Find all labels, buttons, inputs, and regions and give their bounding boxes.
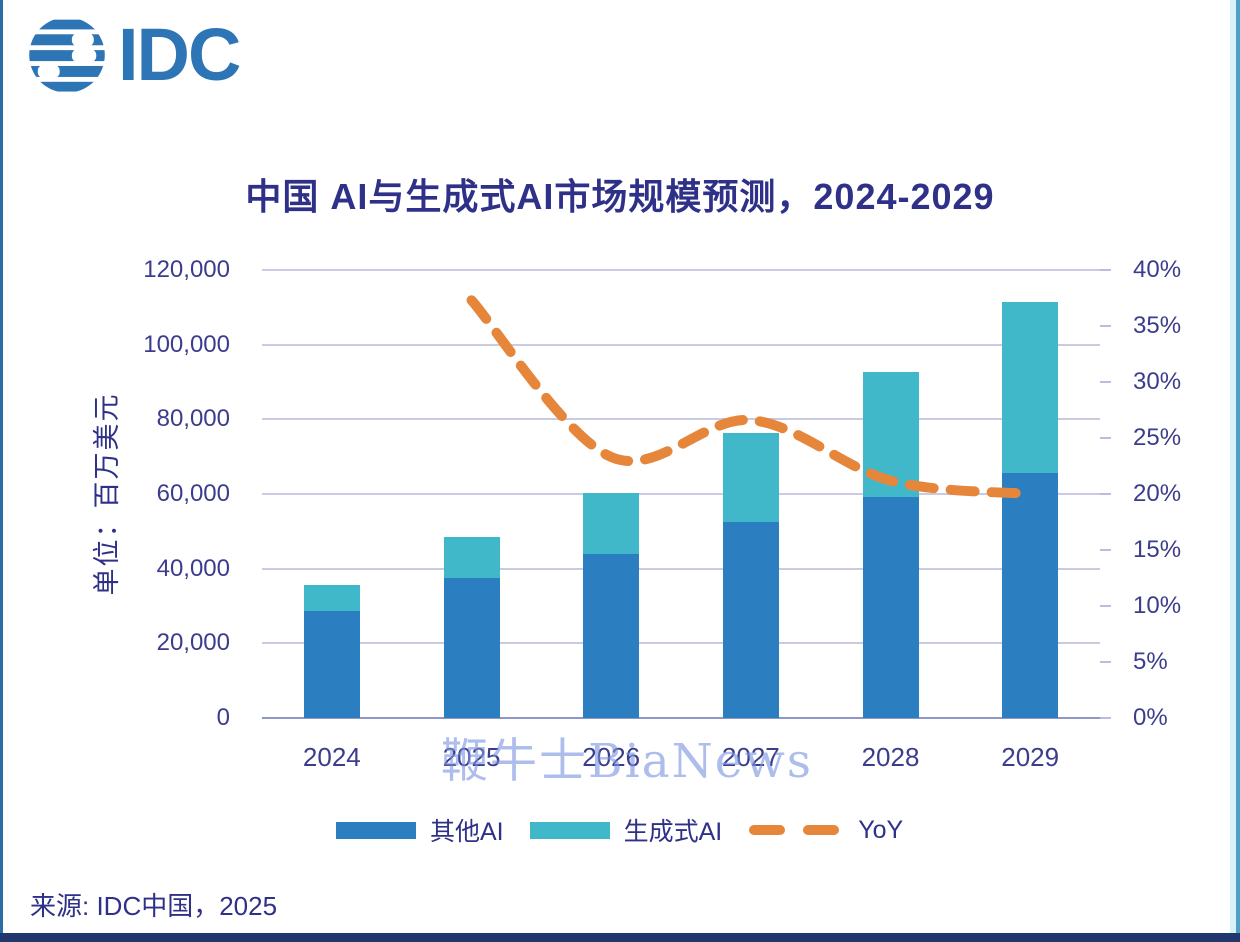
x-axis-label: 2029 (1001, 742, 1060, 772)
gridline (262, 642, 1100, 645)
x-axis-label: 2026 (582, 742, 641, 772)
idc-logo-text: IDC (118, 13, 241, 96)
x-axis-label: 2028 (861, 742, 920, 772)
right-axis-tick-label: 15% (1133, 536, 1182, 563)
right-axis-tick (1100, 325, 1111, 327)
bar-segment-other-ai (303, 611, 360, 718)
bar-segment-gen-ai (722, 433, 779, 522)
right-axis-tick (1100, 437, 1111, 439)
right-axis-tick-label: 10% (1133, 592, 1182, 619)
idc-logo: IDC (28, 13, 241, 96)
chart-title: 中国 AI与生成式AI市场规模预测，2024-2029 (245, 176, 995, 217)
bar-segment-gen-ai (862, 372, 919, 497)
bar-segment-gen-ai (583, 492, 640, 554)
right-axis-tick (1100, 717, 1111, 719)
bar-segment-other-ai (443, 578, 500, 718)
y-axis-tick-label: 120,000 (143, 256, 230, 283)
watermark: 鞭牛士BiaNews (441, 734, 813, 789)
legend-item-gen-ai: 生成式AI (529, 812, 723, 848)
bar-segment-other-ai (583, 553, 640, 718)
bar-segment-other-ai (722, 522, 779, 718)
bottom-border-bar (0, 933, 1240, 942)
right-axis-tick (1100, 605, 1111, 607)
x-axis-label: 2025 (442, 742, 501, 772)
gridline (262, 418, 1100, 421)
bar-segment-gen-ai (443, 536, 500, 579)
y-axis-tick-label: 80,000 (156, 405, 230, 433)
legend: 其他AI 生成式AI YoY (336, 812, 903, 848)
right-axis-tick (1100, 661, 1111, 663)
gridline (262, 717, 1100, 719)
x-axis-label: 2024 (302, 742, 361, 772)
gridline (262, 493, 1100, 495)
legend-swatch-gen-ai (529, 821, 610, 839)
right-axis-tick-label: 30% (1133, 368, 1182, 395)
y-axis-tick-label: 60,000 (156, 480, 230, 507)
legend-label-yoy: YoY (858, 815, 904, 844)
legend-item-other-ai: 其他AI (336, 812, 504, 848)
legend-label-gen-ai: 生成式AI (623, 818, 723, 846)
right-axis-tick-label: 35% (1133, 312, 1182, 339)
right-axis-tick (1100, 549, 1111, 551)
legend-item-yoy: YoY (748, 816, 903, 845)
y-axis-tick-label: 100,000 (143, 330, 230, 358)
legend-dash-icon (749, 825, 844, 835)
right-axis-tick-label: 25% (1133, 424, 1182, 451)
y-axis-tick-label: 0 (216, 704, 230, 731)
bar-segment-gen-ai (303, 585, 360, 612)
x-axis-label: 2027 (721, 742, 780, 772)
right-border-line (1236, 0, 1240, 942)
right-border-glow (1230, 0, 1236, 942)
gridline (262, 567, 1100, 570)
idc-globe-icon (29, 19, 105, 92)
y-axis-tick-label: 20,000 (156, 629, 230, 657)
gridline (262, 343, 1100, 346)
right-axis-tick-label: 5% (1133, 648, 1168, 675)
legend-swatch-other-ai (336, 821, 416, 839)
right-axis-tick (1100, 381, 1111, 383)
right-axis-tick-label: 20% (1133, 480, 1182, 507)
bar-segment-other-ai (1002, 472, 1059, 718)
y-axis-tick-label: 40,000 (156, 554, 230, 582)
bar-segment-gen-ai (1002, 301, 1059, 473)
right-axis-tick-label: 0% (1133, 704, 1168, 731)
right-axis-tick (1100, 269, 1111, 271)
right-axis-tick (1100, 493, 1111, 495)
right-axis-tick-label: 40% (1133, 256, 1182, 283)
left-border-line (0, 0, 3, 942)
legend-label-other-ai: 其他AI (430, 818, 504, 846)
source-note: 来源: IDC中国，2025 (30, 891, 278, 921)
gridline (262, 269, 1100, 271)
bar-segment-other-ai (862, 496, 919, 718)
